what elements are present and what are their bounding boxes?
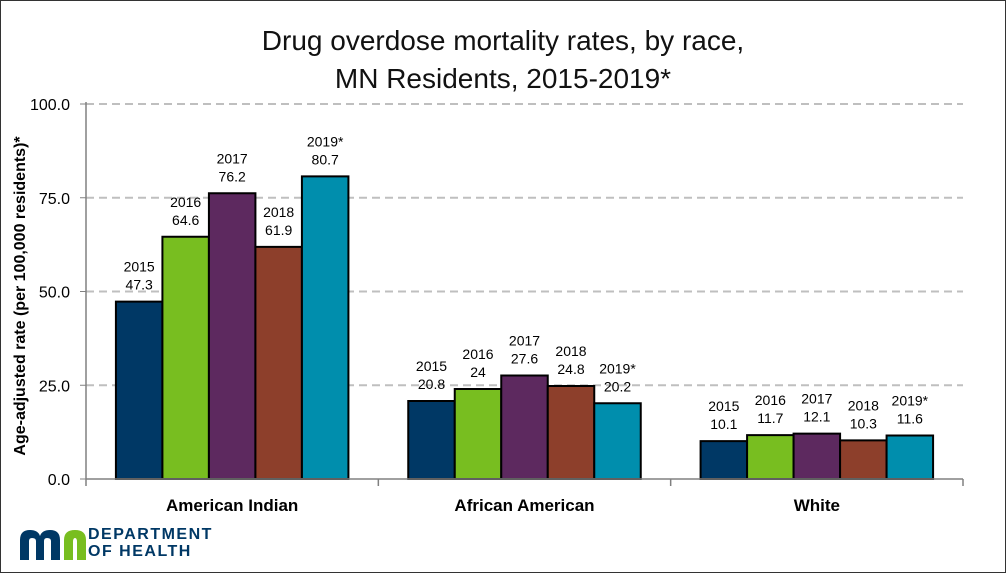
x-category-labels: American Indian African American White: [166, 496, 840, 515]
data-label-value: 24.8: [557, 361, 584, 377]
data-label-value: 24: [470, 364, 486, 380]
bar: [746, 434, 795, 480]
y-tick-label: 50.0: [39, 285, 70, 302]
mn-logo-icon: [20, 530, 86, 560]
data-label-series: 2016: [755, 392, 786, 408]
bar: [161, 235, 210, 480]
chart-title: Drug overdose mortality rates, by race, …: [0, 22, 1006, 98]
data-label-value: 11.6: [897, 411, 923, 427]
bar: [500, 374, 549, 480]
y-tick-label: 0.0: [48, 472, 70, 489]
data-label-value: 76.2: [219, 168, 246, 184]
data-label-series: 2015: [124, 259, 155, 275]
x-category-label: American Indian: [166, 496, 298, 515]
data-label-series: 2016: [462, 346, 493, 362]
logo-line2: OF HEALTH: [88, 543, 192, 560]
data-label-value: 61.9: [265, 222, 292, 238]
data-label-value: 64.6: [172, 212, 199, 228]
bar: [885, 434, 935, 480]
x-category-label: African American: [454, 496, 594, 515]
data-label-series: 2018: [848, 397, 879, 413]
y-tick-label: 75.0: [39, 191, 70, 208]
data-label-value: 10.3: [850, 415, 877, 431]
bar: [207, 192, 257, 480]
bars: [114, 175, 935, 480]
y-axis-label: Age-adjusted rate (per 100,000 residents…: [12, 136, 29, 456]
data-label-series: 2015: [416, 358, 447, 374]
data-label-series: 2019*: [307, 133, 344, 149]
bar: [453, 388, 503, 480]
data-label-value: 11.7: [757, 410, 783, 426]
logo-m-mark: [20, 530, 60, 560]
data-label-series: 2018: [263, 204, 294, 220]
chart-title-line1: Drug overdose mortality rates, by race,: [261, 25, 745, 56]
bar: [593, 402, 642, 480]
bar: [699, 440, 749, 480]
data-label-series: 2019*: [599, 360, 636, 376]
x-category-label: White: [794, 496, 840, 515]
y-tick-label: 100.0: [30, 97, 70, 114]
bar: [546, 385, 596, 480]
data-label-series: 2019*: [892, 393, 929, 409]
data-label-series: 2018: [555, 343, 586, 359]
logo-text: DEPARTMENT OF HEALTH: [88, 526, 213, 560]
bar: [254, 245, 303, 480]
data-label-value: 10.1: [710, 416, 737, 432]
y-tick-label: 25.0: [39, 378, 70, 395]
bar: [407, 400, 456, 480]
data-label-value: 20.2: [604, 378, 631, 394]
data-label-value: 27.6: [511, 351, 538, 367]
data-label-value: 20.8: [418, 376, 445, 392]
logo-line1: DEPARTMENT: [88, 526, 213, 543]
data-label-series: 2017: [509, 333, 540, 349]
data-label-value: 12.1: [803, 409, 830, 425]
bar: [839, 439, 888, 480]
bar: [792, 432, 842, 480]
bar: [300, 175, 350, 480]
bar: [114, 300, 164, 480]
y-tick-labels: 0.0 25.0 50.0 75.0 100.0: [30, 97, 70, 489]
logo-n-mark: [64, 530, 86, 560]
data-label-value: 47.3: [126, 277, 153, 293]
axes: [85, 102, 964, 486]
data-label-value: 80.7: [312, 151, 339, 167]
data-label-series: 2015: [708, 398, 739, 414]
data-label-series: 2017: [217, 150, 248, 166]
chart-title-line2: MN Residents, 2015-2019*: [334, 63, 672, 94]
data-label-series: 2016: [170, 194, 201, 210]
data-labels: 2015 47.3 2016 64.6 2017 76.2 2018 61.9 2019* 80.…: [124, 133, 929, 432]
data-label-series: 2017: [801, 391, 832, 407]
